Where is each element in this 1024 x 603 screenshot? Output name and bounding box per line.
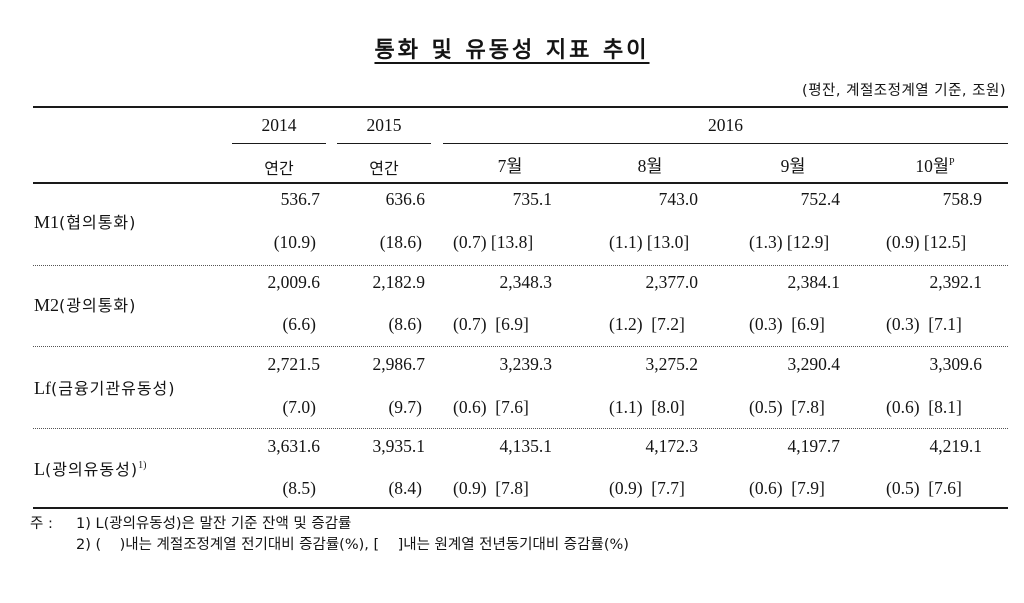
- table-title: 통화 및 유동성 지표 추이: [0, 32, 1024, 64]
- l-oct-change: (0.5) [7.6]: [886, 478, 962, 498]
- table-bottom-rule: [33, 507, 1008, 509]
- m1-2014-value: 536.7: [280, 189, 320, 209]
- l-2015-value: 3,935.1: [372, 436, 426, 456]
- l-aug-change: (0.9) [7.7]: [609, 478, 685, 498]
- m2-2015-value: 2,182.9: [372, 272, 426, 292]
- m1-sep-change: (1.3) [12.9]: [749, 232, 830, 252]
- footnote-mark-1: 1): [138, 460, 147, 471]
- m2-jul-value: 2,348.3: [499, 272, 553, 292]
- row-divider-m1: [33, 265, 1008, 266]
- header-year-2015: 2015: [366, 115, 402, 135]
- m1-2015-value: 636.6: [385, 189, 425, 209]
- lf-2014-value: 2,721.5: [267, 354, 321, 374]
- m1-oct-value: 758.9: [942, 189, 982, 209]
- row-divider-lf: [33, 428, 1008, 429]
- l-sep-value: 4,197.7: [787, 436, 841, 456]
- row-divider-m2: [33, 346, 1008, 347]
- header-year-2016: 2016: [708, 115, 743, 135]
- footnote-1: 1) L(광의유동성)은 말잔 기준 잔액 및 증감률: [76, 516, 352, 532]
- lf-jul-value: 3,239.3: [499, 354, 553, 374]
- footnote-2: 2) ( )내는 계절조정계열 전기대비 증감률(%), [ ]내는 원계열 전…: [76, 537, 629, 553]
- lf-oct-value: 3,309.6: [929, 354, 983, 374]
- m1-sep-value: 752.4: [800, 189, 840, 209]
- year-2014-rule: [232, 143, 326, 144]
- footnote-prefix: 주 :: [30, 516, 53, 532]
- row-label-m1: M1(협의통화): [34, 212, 137, 232]
- m2-aug-change: (1.2) [7.2]: [609, 314, 685, 334]
- m1-oct-change: (0.9) [12.5]: [886, 232, 967, 252]
- l-jul-change: (0.9) [7.8]: [453, 478, 529, 498]
- lf-2014-change: (7.0): [282, 397, 316, 417]
- header-month-sep: 9월: [780, 156, 806, 176]
- lf-sep-value: 3,290.4: [787, 354, 841, 374]
- header-month-jul: 7월: [497, 156, 523, 176]
- m1-2015-change: (18.6): [379, 232, 422, 252]
- m2-jul-change: (0.7) [6.9]: [453, 314, 529, 334]
- m2-2015-change: (8.6): [388, 314, 422, 334]
- unit-note: (평잔, 계절조정계열 기준, 조원): [802, 83, 1006, 99]
- m2-2014-value: 2,009.6: [267, 272, 321, 292]
- preliminary-mark: P: [949, 157, 955, 169]
- l-2014-change: (8.5): [282, 478, 316, 498]
- l-2015-change: (8.4): [388, 478, 422, 498]
- l-aug-value: 4,172.3: [645, 436, 699, 456]
- m2-oct-change: (0.3) [7.1]: [886, 314, 962, 334]
- lf-2015-value: 2,986.7: [372, 354, 426, 374]
- m1-aug-value: 743.0: [658, 189, 698, 209]
- header-bottom-rule: [33, 182, 1008, 184]
- l-2014-value: 3,631.6: [267, 436, 321, 456]
- m2-sep-value: 2,384.1: [787, 272, 841, 292]
- row-label-l: L(광의유동성)1): [34, 459, 147, 479]
- header-annual-2014: 연간: [264, 159, 294, 178]
- m2-aug-value: 2,377.0: [645, 272, 699, 292]
- top-rule: [33, 106, 1008, 108]
- year-2015-rule: [337, 143, 431, 144]
- table-title-text: 통화 및 유동성 지표 추이: [374, 38, 650, 63]
- row-label-lf: Lf(금융기관유동성): [34, 378, 176, 398]
- lf-2015-change: (9.7): [388, 397, 422, 417]
- lf-aug-change: (1.1) [8.0]: [609, 397, 685, 417]
- lf-jul-change: (0.6) [7.6]: [453, 397, 529, 417]
- lf-sep-change: (0.5) [7.8]: [749, 397, 825, 417]
- header-annual-2015: 연간: [369, 159, 399, 178]
- l-jul-value: 4,135.1: [499, 436, 553, 456]
- l-oct-value: 4,219.1: [929, 436, 983, 456]
- m1-jul-value: 735.1: [512, 189, 552, 209]
- year-2016-rule: [443, 143, 1008, 144]
- header-year-2014: 2014: [261, 115, 297, 135]
- header-month-oct: 10월P: [915, 156, 955, 176]
- m2-sep-change: (0.3) [6.9]: [749, 314, 825, 334]
- m1-aug-change: (1.1) [13.0]: [609, 232, 690, 252]
- m2-2014-change: (6.6): [282, 314, 316, 334]
- header-month-aug: 8월: [637, 156, 663, 176]
- m2-oct-value: 2,392.1: [929, 272, 983, 292]
- row-label-m2: M2(광의통화): [34, 295, 137, 315]
- m1-jul-change: (0.7) [13.8]: [453, 232, 534, 252]
- l-sep-change: (0.6) [7.9]: [749, 478, 825, 498]
- lf-oct-change: (0.6) [8.1]: [886, 397, 962, 417]
- lf-aug-value: 3,275.2: [645, 354, 699, 374]
- m1-2014-change: (10.9): [273, 232, 316, 252]
